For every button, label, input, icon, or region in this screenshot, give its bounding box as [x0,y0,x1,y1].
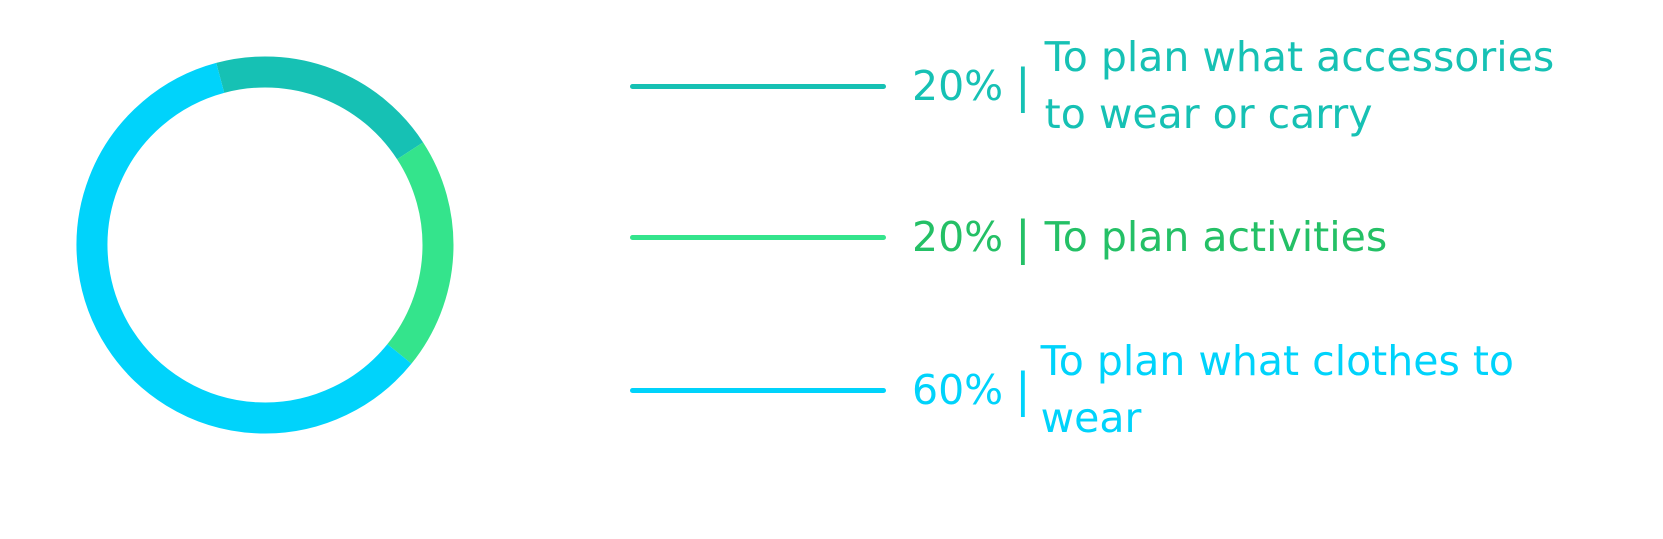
donut-chart [76,56,454,434]
legend-text-activities: 20% | To plan activities [912,209,1605,266]
legend-label-clothes: To plan what clothes to wear [1040,337,1515,442]
legend-percent-accessories: 20% [912,61,1004,110]
donut-slice-0 [216,56,424,160]
legend-label-activities: To plan activities [1044,213,1388,261]
legend-separator: | [1015,59,1031,113]
legend-item-accessories: 20% | To plan what accessories to wear o… [630,29,1585,143]
legend-text-accessories: 20% | To plan what accessories to wear o… [912,29,1585,143]
donut-slice-1 [387,142,454,364]
legend-line-clothes [630,387,886,393]
legend-text-clothes: 60% | To plan what clothes to wear [912,333,1561,447]
legend-separator: | [1015,210,1031,265]
legend-percent-activities: 20% [912,213,1004,261]
legend-separator: | [1015,363,1031,417]
donut-slice-2 [76,62,412,434]
legend-line-accessories [630,83,886,89]
legend-line-activities [630,235,886,240]
legend-item-clothes: 60% | To plan what clothes to wear [630,333,1561,447]
legend-label-accessories: To plan what accessories to wear or carr… [1044,33,1555,138]
legend-item-activities: 20% | To plan activities [630,209,1605,266]
legend-percent-clothes: 60% [912,365,1004,414]
